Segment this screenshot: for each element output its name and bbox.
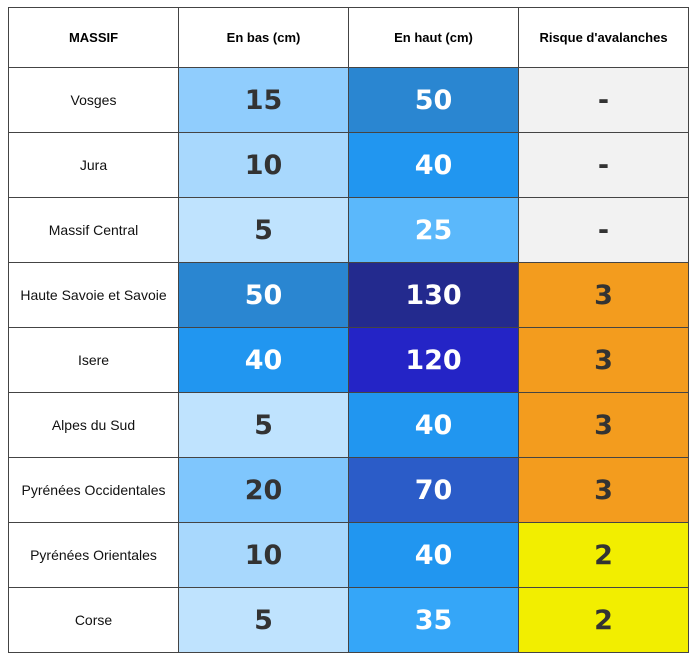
massif-name: Vosges xyxy=(8,67,179,133)
column-header: Risque d'avalanches xyxy=(518,7,689,68)
header-row: MASSIF En bas (cm) En haut (cm) Risque d'av… xyxy=(8,7,689,68)
massif-name: Corse xyxy=(8,587,179,653)
value-cell: 3 xyxy=(518,327,689,393)
massif-name: Jura xyxy=(8,132,179,198)
value-cell: 10 xyxy=(178,132,349,198)
value-cell: 5 xyxy=(178,197,349,263)
value-cell: - xyxy=(518,67,689,133)
massif-name: Massif Central xyxy=(8,197,179,263)
massif-name: Alpes du Sud xyxy=(8,392,179,458)
value-cell: 25 xyxy=(348,197,519,263)
value-cell: 130 xyxy=(348,262,519,328)
massif-name: Pyrénées Occidentales xyxy=(8,457,179,523)
massif-name: Haute Savoie et Savoie xyxy=(8,262,179,328)
table-row: Massif Central 5 25- xyxy=(8,197,689,263)
table-row: Jura 10 40- xyxy=(8,132,689,198)
value-cell: 3 xyxy=(518,262,689,328)
snow-table: MASSIF En bas (cm) En haut (cm) Risque d'av… xyxy=(8,7,689,653)
value-cell: 40 xyxy=(178,327,349,393)
value-cell: 3 xyxy=(518,457,689,523)
value-cell: 2 xyxy=(518,522,689,588)
massif-name: Pyrénées Orientales xyxy=(8,522,179,588)
table-row: Corse 5 35 2 xyxy=(8,587,689,653)
value-cell: 120 xyxy=(348,327,519,393)
value-cell: 5 xyxy=(178,587,349,653)
table-body: Vosges 15 50- Jura 10 40- Massif Central 5 25- Ha… xyxy=(8,67,689,653)
table-row: Isere 40 120 3 xyxy=(8,327,689,393)
value-cell: 50 xyxy=(178,262,349,328)
massif-name: Isere xyxy=(8,327,179,393)
column-header: En bas (cm) xyxy=(178,7,349,68)
value-cell: 35 xyxy=(348,587,519,653)
table-row: Alpes du Sud 5 40 3 xyxy=(8,392,689,458)
table-row: Vosges 15 50- xyxy=(8,67,689,133)
value-cell: - xyxy=(518,197,689,263)
table-row: Pyrénées Orientales 10 40 2 xyxy=(8,522,689,588)
value-cell: 20 xyxy=(178,457,349,523)
value-cell: 2 xyxy=(518,587,689,653)
value-cell: 15 xyxy=(178,67,349,133)
value-cell: 40 xyxy=(348,522,519,588)
value-cell: 50 xyxy=(348,67,519,133)
value-cell: 3 xyxy=(518,392,689,458)
value-cell: 10 xyxy=(178,522,349,588)
table-row: Haute Savoie et Savoie 50 130 3 xyxy=(8,262,689,328)
value-cell: 5 xyxy=(178,392,349,458)
column-header: MASSIF xyxy=(8,7,179,68)
value-cell: - xyxy=(518,132,689,198)
value-cell: 40 xyxy=(348,392,519,458)
value-cell: 70 xyxy=(348,457,519,523)
column-header: En haut (cm) xyxy=(348,7,519,68)
value-cell: 40 xyxy=(348,132,519,198)
table-row: Pyrénées Occidentales 20 70 3 xyxy=(8,457,689,523)
